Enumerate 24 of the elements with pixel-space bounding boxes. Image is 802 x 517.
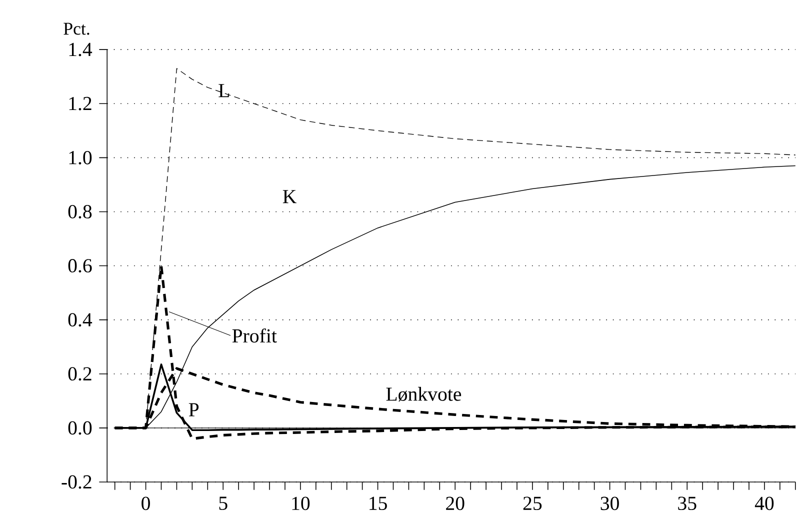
y-tick-label: 0.4 bbox=[68, 313, 92, 327]
x-tick-label: 15 bbox=[370, 496, 387, 510]
annotation: Profit bbox=[232, 328, 277, 343]
y-tick-label: -0.2 bbox=[62, 475, 92, 489]
x-tick-label: 25 bbox=[523, 496, 542, 510]
annotation: Lønkvote bbox=[386, 387, 462, 402]
x-tick-label: 35 bbox=[678, 496, 696, 510]
y-tick-label: 1.4 bbox=[69, 43, 92, 56]
x-tick-label: 40 bbox=[754, 496, 774, 510]
x-tick-label: 10 bbox=[292, 496, 310, 510]
y-tick-label: 1.0 bbox=[69, 151, 92, 165]
y-tick-label: 0.2 bbox=[68, 367, 92, 381]
x-tick-label: 30 bbox=[600, 496, 619, 510]
x-tick-label: 5 bbox=[219, 496, 228, 510]
y-axis-title: Pct. bbox=[64, 23, 90, 35]
annotation: K bbox=[282, 190, 296, 204]
x-tick-label: 0 bbox=[142, 496, 150, 510]
y-tick-label: 0.8 bbox=[68, 205, 92, 219]
annotation: L bbox=[218, 84, 229, 98]
y-tick-label: 1.2 bbox=[69, 97, 92, 110]
y-tick-label: 0.6 bbox=[68, 259, 92, 273]
annotation: P bbox=[188, 403, 199, 416]
y-tick-label: 0.0 bbox=[68, 421, 92, 435]
x-tick-label: 20 bbox=[446, 496, 464, 510]
